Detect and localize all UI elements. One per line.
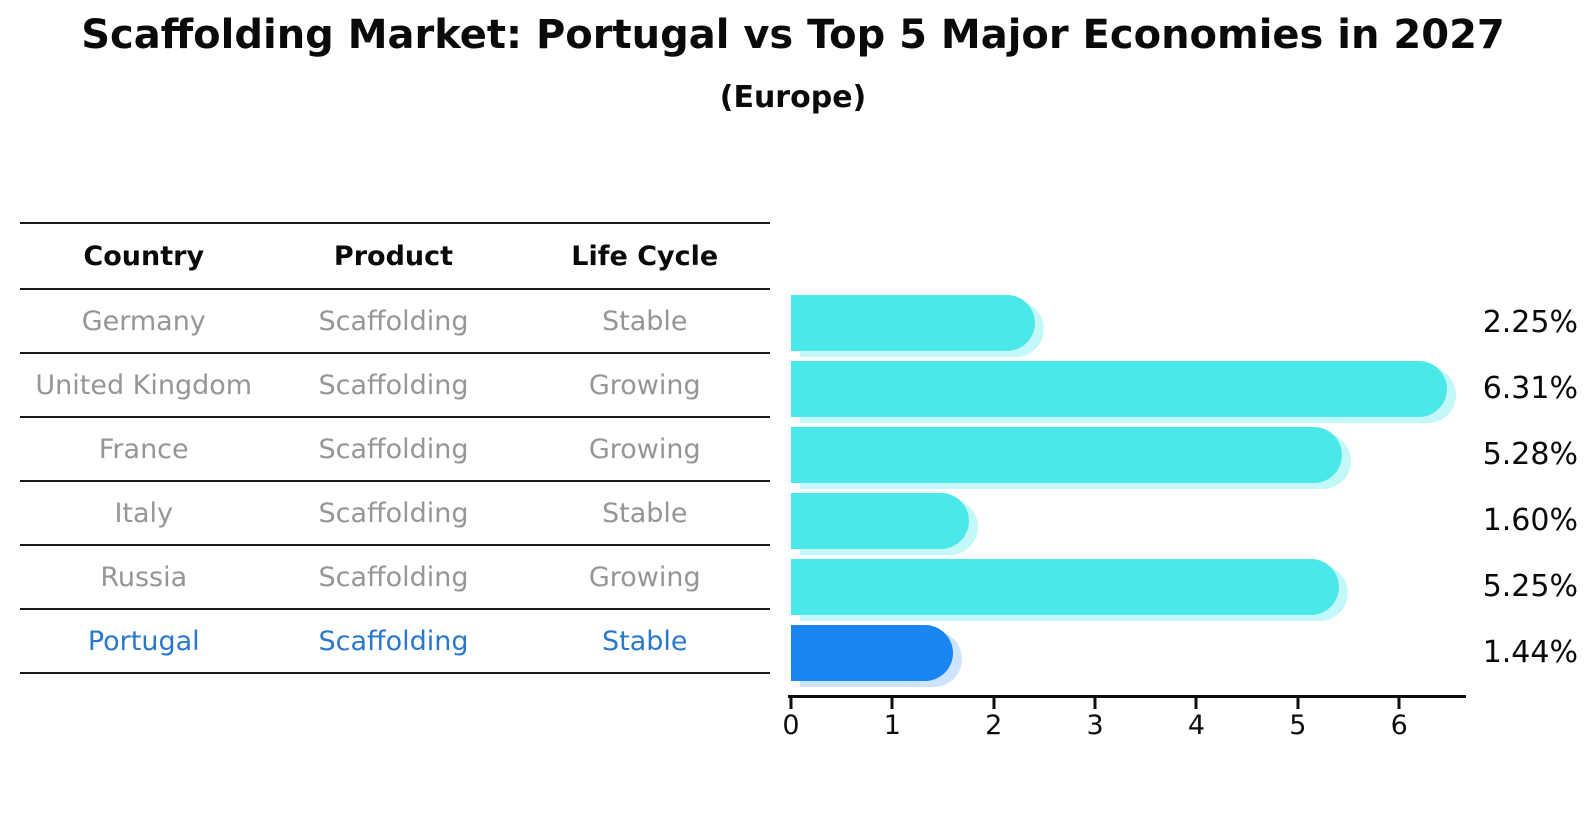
table-row: Germany Scaffolding Stable — [20, 289, 770, 353]
tick-mark — [1194, 698, 1198, 709]
table-row: Russia Scaffolding Growing — [20, 545, 770, 609]
value-label: 5.25% — [1482, 569, 1578, 604]
tick-label: 2 — [985, 710, 1003, 741]
column-header-country: Country — [83, 240, 205, 272]
value-label: 5.28% — [1482, 437, 1578, 472]
x-axis-line — [788, 695, 1466, 698]
cell-lifecycle: Stable — [601, 625, 688, 657]
table-row: Italy Scaffolding Stable — [20, 481, 770, 545]
bar — [791, 295, 1036, 351]
bar — [791, 493, 970, 549]
bar-chart-area — [791, 290, 1460, 686]
table-row: United Kingdom Scaffolding Growing — [20, 353, 770, 417]
tick-label: 6 — [1390, 710, 1408, 741]
bar — [791, 559, 1340, 615]
cell-country: Italy — [114, 497, 174, 529]
cell-product: Scaffolding — [318, 305, 469, 337]
tick-mark — [1397, 698, 1401, 709]
tick-label: 1 — [883, 710, 901, 741]
column-header-lifecycle: Life Cycle — [571, 240, 719, 272]
cell-product: Scaffolding — [318, 625, 469, 657]
cell-product: Scaffolding — [318, 369, 469, 401]
tick-label: 4 — [1187, 710, 1206, 741]
cell-lifecycle: Growing — [588, 369, 701, 401]
country-table: Country Product Life Cycle Germany Scaff… — [20, 222, 770, 674]
tick-label: 5 — [1289, 710, 1307, 741]
bar-row — [791, 554, 1460, 620]
cell-product: Scaffolding — [318, 497, 469, 529]
tick-label: 0 — [782, 710, 800, 741]
bar-row — [791, 356, 1460, 422]
tick-mark — [1296, 698, 1300, 709]
bar — [791, 625, 953, 681]
bar-row — [791, 488, 1460, 554]
value-label: 2.25% — [1482, 305, 1578, 340]
bar — [791, 427, 1343, 483]
tick-label: 3 — [1086, 710, 1104, 741]
tick-mark — [992, 698, 996, 709]
cell-product: Scaffolding — [318, 433, 469, 465]
table-row: Portugal Scaffolding Stable — [20, 609, 770, 673]
table-header-row: Country Product Life Cycle — [20, 223, 770, 289]
bar-row — [791, 422, 1460, 488]
bar — [791, 361, 1447, 417]
cell-lifecycle: Stable — [601, 305, 688, 337]
cell-country: Portugal — [87, 625, 200, 657]
value-label: 6.31% — [1482, 371, 1578, 406]
column-header-product: Product — [333, 240, 454, 272]
cell-country: United Kingdom — [35, 369, 253, 401]
bar-row — [791, 620, 1460, 686]
value-label: 1.44% — [1482, 635, 1578, 670]
bar-row — [791, 290, 1460, 356]
cell-country: Germany — [81, 305, 206, 337]
chart-subtitle: (Europe) — [719, 80, 867, 115]
tick-mark — [890, 698, 894, 709]
cell-lifecycle: Stable — [601, 497, 688, 529]
tick-mark — [789, 698, 793, 709]
cell-lifecycle: Growing — [588, 561, 701, 593]
x-axis: 0 1 2 3 4 5 6 — [782, 695, 1466, 755]
cell-country: France — [98, 433, 189, 465]
value-label: 1.60% — [1482, 503, 1578, 538]
table-row: France Scaffolding Growing — [20, 417, 770, 481]
cell-country: Russia — [100, 561, 188, 593]
tick-mark — [1093, 698, 1097, 709]
cell-product: Scaffolding — [318, 561, 469, 593]
cell-lifecycle: Growing — [588, 433, 701, 465]
chart-title: Scaffolding Market: Portugal vs Top 5 Ma… — [81, 12, 1505, 58]
